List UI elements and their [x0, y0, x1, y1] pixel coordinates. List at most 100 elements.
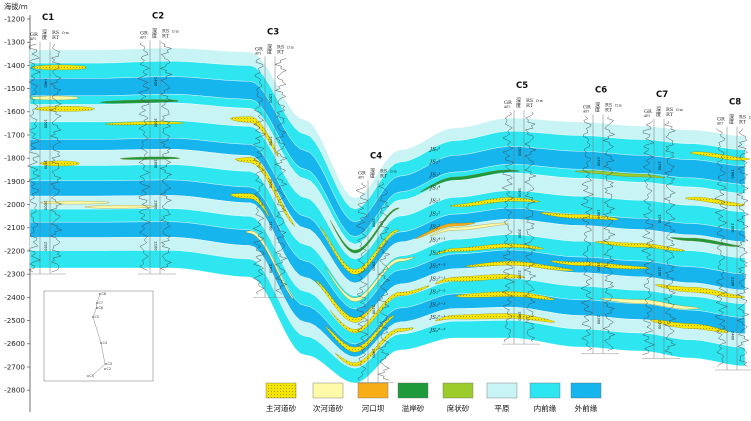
svg-text:RT: RT: [739, 119, 747, 125]
sand-body: [689, 151, 751, 161]
depth-label: 2200: [518, 270, 522, 280]
layer-label: JS₂⁵⁻¹: [429, 275, 446, 282]
svg-text:Ω·m: Ω·m: [676, 108, 683, 112]
legend-swatch: [486, 382, 518, 399]
depth-label: 2400: [372, 349, 376, 359]
svg-text:RS: RS: [162, 28, 170, 34]
svg-text:度: 度: [595, 106, 600, 113]
depth-label: 2200: [372, 305, 376, 315]
depth-label: 1800: [154, 159, 158, 169]
layer-label: JS₂⁵⁻³: [429, 301, 446, 308]
legend-label: 外前缘: [575, 403, 598, 413]
layer-label: JS₂¹: [429, 198, 440, 205]
sand-body: [549, 260, 650, 270]
depth-label: 2000: [731, 223, 735, 233]
map-well-dot: [92, 316, 94, 318]
svg-text:度: 度: [516, 102, 521, 109]
layer-label: JS₂⁴⁻²: [429, 249, 446, 256]
depth-label: 1500: [269, 94, 273, 104]
sand-body: [324, 314, 395, 353]
depth-label: 2300: [658, 320, 662, 330]
well-name: C1: [42, 13, 54, 23]
sand-body: [329, 207, 400, 254]
axis-tick-label: -1600: [4, 107, 25, 116]
sand-body: [539, 212, 619, 221]
svg-text:深: 深: [595, 101, 600, 108]
axis-tick-label: -1200: [4, 14, 25, 23]
well-logs: C1GRAPI深度RSRTΩ·m14001600180020002100C2GR…: [26, 11, 751, 383]
sand-body: [684, 196, 746, 207]
sand-body: [594, 241, 686, 252]
svg-text:Ω·m: Ω·m: [749, 115, 751, 119]
depth-label: 2300: [269, 264, 273, 274]
depth-label: 1900: [658, 214, 662, 224]
map-well-dot: [104, 368, 106, 370]
svg-text:API: API: [254, 51, 261, 55]
layer-label: JS₂⁵⁻²: [429, 288, 446, 295]
map-well-label: C7: [99, 301, 104, 305]
sand-body: [324, 256, 416, 302]
map-well-label: C4: [103, 341, 108, 345]
sand-bodies: [29, 64, 751, 367]
svg-text:GR: GR: [255, 46, 263, 52]
layer-label: JS₂⁶⁻²: [429, 327, 446, 334]
map-well-label: C8: [102, 292, 107, 296]
sand-body: [429, 222, 509, 237]
axis-tick-label: -2600: [4, 339, 25, 348]
svg-text:度: 度: [370, 172, 375, 179]
depth-label: 1800: [731, 169, 735, 179]
layer-label: JS₂⁴⁻¹: [429, 236, 446, 243]
svg-text:深: 深: [729, 113, 734, 120]
axis-title: 海拔/m: [4, 2, 28, 11]
axis-tick-label: -1400: [4, 61, 25, 70]
svg-text:RS: RS: [605, 102, 613, 108]
svg-text:RT: RT: [605, 107, 613, 113]
sand-body: [419, 169, 520, 193]
axis-tick-label: -2100: [4, 223, 25, 232]
sand-body: [414, 222, 476, 239]
legend-label: 平原: [494, 404, 510, 413]
sand-body: [84, 205, 155, 209]
svg-text:API: API: [716, 121, 723, 125]
axis-tick-label: -1700: [4, 130, 25, 139]
svg-text:GR: GR: [140, 30, 148, 36]
svg-text:RT: RT: [666, 112, 674, 118]
sand-body: [574, 170, 666, 179]
axis-tick-label: -1500: [4, 84, 25, 93]
depth-label: 2400: [731, 331, 735, 341]
depth-label: 2000: [154, 200, 158, 210]
depth-label: 1700: [658, 161, 662, 171]
depth-label: 1700: [597, 157, 601, 167]
depth-label: 2100: [597, 262, 601, 272]
legend-swatch: [570, 382, 602, 399]
legend-item: 溢岸砂: [397, 382, 429, 413]
legend: 主河道砂 次河道砂 河口坝 溢岸砂 席状砂 平原 内前缘 外前缘: [265, 382, 602, 413]
map-well-dot: [99, 293, 101, 295]
depth-label: 1600: [518, 147, 522, 157]
elevation-axis: 海拔/m -1200 -1300 -1400 -1500 -1600 -1700 -1800…: [4, 2, 31, 412]
legend-item: 席状砂: [442, 382, 474, 413]
sand-body: [434, 274, 526, 284]
depth-label: 2100: [269, 221, 273, 231]
axis-tick-label: -2700: [4, 362, 25, 371]
depth-label: 1900: [269, 179, 273, 189]
layer-label: JS₂³: [429, 224, 440, 231]
legend-item: 主河道砂: [265, 382, 297, 413]
depth-label: 2100: [658, 267, 662, 277]
legend-swatch: [357, 382, 389, 399]
svg-text:API: API: [582, 109, 589, 113]
svg-text:Ω·m: Ω·m: [615, 103, 622, 107]
well-name: C8: [729, 97, 741, 107]
facies-bands: [29, 47, 746, 384]
sand-body: [314, 279, 376, 323]
svg-text:GR: GR: [358, 170, 366, 176]
map-well-dot: [105, 363, 107, 365]
svg-text:API: API: [357, 175, 364, 179]
